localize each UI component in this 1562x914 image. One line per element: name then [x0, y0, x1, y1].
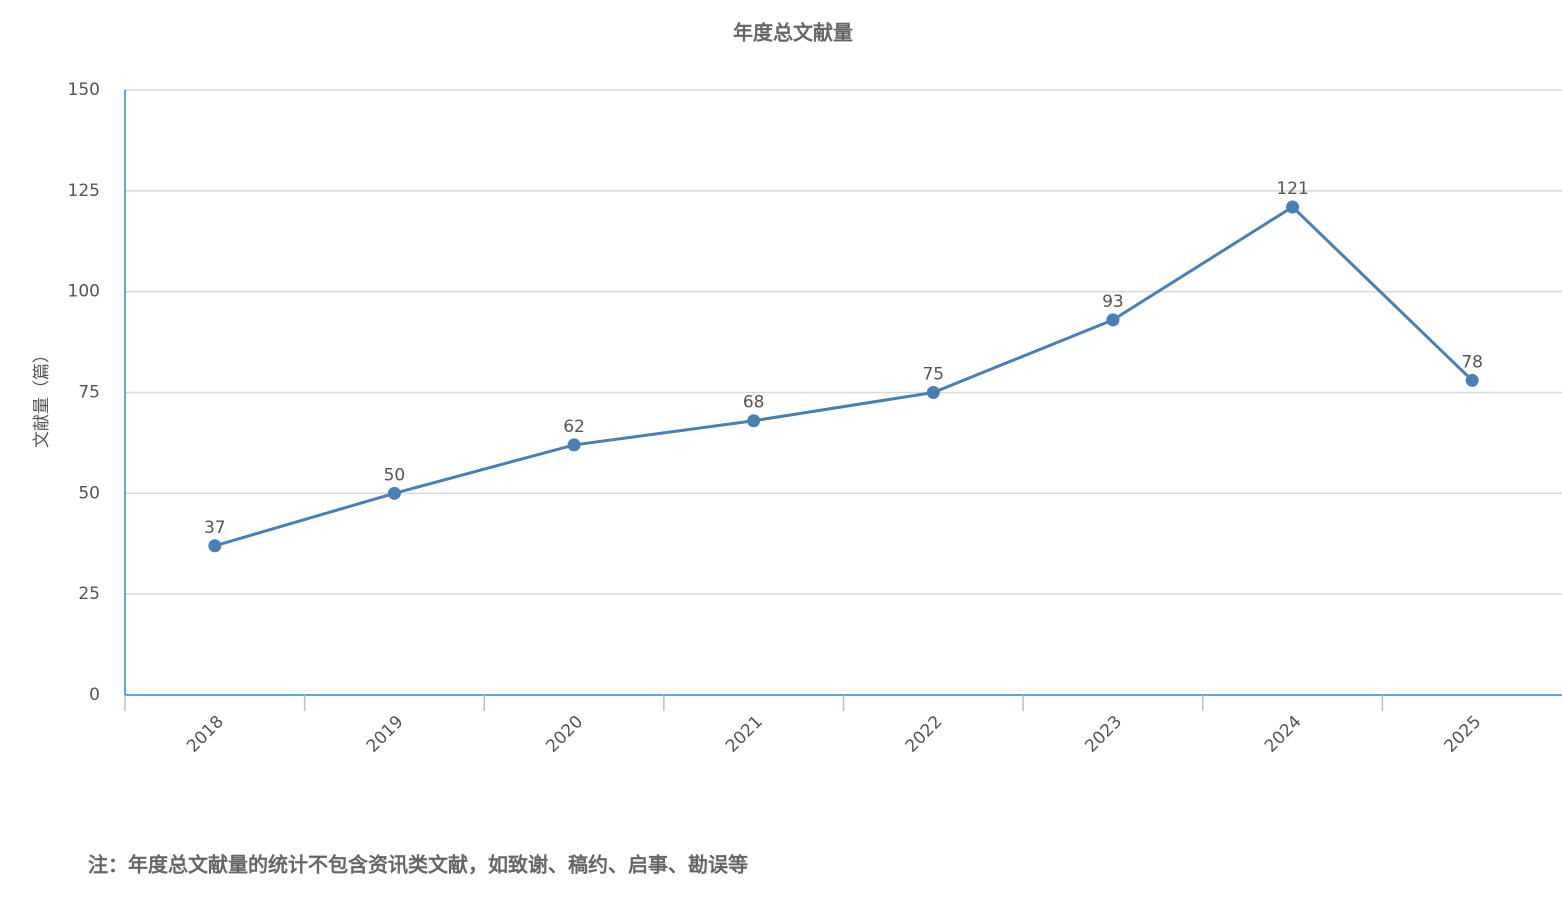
value-label: 93	[1102, 292, 1124, 312]
point	[747, 414, 761, 428]
value-label: 37	[204, 518, 226, 538]
y-tick-label: 75	[78, 383, 100, 403]
value-label: 75	[922, 365, 944, 385]
value-label: 68	[743, 393, 765, 413]
x-tick-label: 2019	[363, 712, 408, 757]
value-label: 121	[1276, 179, 1308, 199]
point	[1106, 313, 1120, 327]
point	[208, 539, 222, 553]
x-tick-label: 2020	[542, 712, 587, 757]
y-tick-label: 150	[68, 80, 100, 100]
x-tick-label: 2025	[1441, 712, 1486, 757]
point	[387, 486, 401, 500]
note: 注：年度总文献量的统计不包含资讯类文献，如致谢、稿约、启事、勘误等	[88, 853, 748, 877]
y-tick-label: 50	[78, 483, 100, 503]
y-tick-label: 125	[68, 181, 100, 201]
point	[1286, 200, 1300, 214]
point	[567, 438, 581, 452]
chart-title: 年度总文献量	[733, 21, 853, 45]
y-tick-label: 25	[78, 584, 100, 604]
y-axis-label: 文献量（篇）	[32, 346, 52, 448]
x-tick-label: 2021	[722, 712, 767, 757]
line	[214, 205, 1474, 548]
value-label: 50	[384, 465, 406, 485]
x-tick-label: 2022	[902, 712, 947, 757]
point	[926, 386, 940, 399]
point	[1465, 373, 1479, 387]
x-tick-label: 2024	[1261, 712, 1306, 757]
y-tick-label: 0	[89, 685, 100, 705]
value-label: 78	[1461, 352, 1483, 372]
x-tick-label: 2018	[183, 712, 228, 757]
x-tick-label: 2023	[1081, 712, 1126, 757]
y-tick-label: 100	[68, 282, 100, 302]
value-label: 62	[563, 417, 585, 437]
